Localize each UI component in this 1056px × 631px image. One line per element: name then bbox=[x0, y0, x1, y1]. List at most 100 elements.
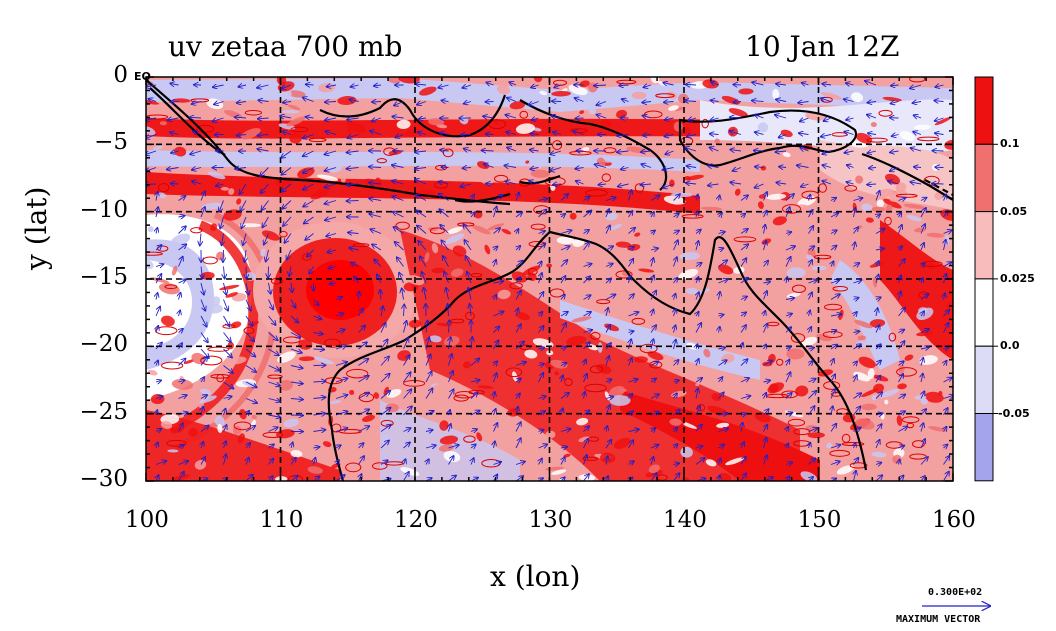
wind-vector bbox=[605, 246, 613, 250]
wind-vector bbox=[416, 84, 427, 85]
wind-vector bbox=[464, 102, 472, 104]
wind-vector bbox=[245, 475, 253, 481]
vorticity-blob bbox=[172, 474, 191, 481]
wind-vector bbox=[493, 462, 502, 465]
colorbar-tick-label: -0.05 bbox=[998, 406, 1030, 420]
colorbar-segment bbox=[974, 278, 994, 347]
wind-vector bbox=[622, 99, 629, 101]
vorticity-blob bbox=[451, 268, 464, 277]
vorticity-blob bbox=[946, 302, 952, 311]
wind-vector bbox=[583, 312, 591, 317]
wind-vector bbox=[403, 355, 410, 366]
wind-vector bbox=[325, 150, 337, 154]
wind-vector bbox=[650, 394, 659, 399]
wind-vector bbox=[853, 331, 860, 332]
wind-vector bbox=[426, 321, 428, 333]
wind-vector bbox=[730, 182, 742, 184]
vorticity-blob bbox=[361, 414, 375, 422]
y-tick-label: −20 bbox=[79, 331, 128, 358]
wind-vector bbox=[281, 167, 292, 175]
wind-vector bbox=[358, 409, 370, 416]
wind-vector bbox=[330, 283, 337, 284]
vorticity-blob bbox=[851, 92, 864, 103]
wind-vector bbox=[471, 444, 476, 448]
wind-vector bbox=[358, 393, 369, 399]
wind-vector bbox=[617, 135, 629, 136]
wind-vector bbox=[538, 444, 548, 448]
vorticity-blob bbox=[605, 212, 618, 221]
vorticity-blob bbox=[405, 128, 420, 137]
wind-vector bbox=[417, 226, 427, 234]
vorticity-blob bbox=[700, 206, 722, 211]
x-tick-label: 130 bbox=[528, 507, 573, 533]
wind-vector bbox=[291, 442, 293, 449]
contour-ring bbox=[701, 118, 709, 129]
wind-vector bbox=[764, 241, 767, 251]
x-tick-label: 150 bbox=[797, 507, 842, 533]
wind-vector bbox=[425, 445, 436, 448]
east-pos-patch bbox=[880, 220, 953, 360]
wind-vector bbox=[347, 168, 359, 169]
vorticity-blob bbox=[624, 85, 634, 90]
wind-vector bbox=[358, 456, 365, 465]
wind-vector bbox=[830, 280, 839, 283]
wind-vector bbox=[764, 192, 767, 201]
wind-vector bbox=[515, 422, 521, 432]
wind-vector bbox=[261, 183, 269, 193]
wind-vector bbox=[335, 411, 347, 416]
vorticity-blob bbox=[283, 418, 299, 428]
wind-vector bbox=[846, 182, 854, 184]
wind-vector bbox=[830, 374, 835, 383]
wind-vector bbox=[347, 134, 359, 138]
wind-vector bbox=[470, 429, 477, 431]
vorticity-blob bbox=[277, 351, 296, 363]
wind-vector bbox=[516, 378, 521, 382]
wind-vector bbox=[538, 326, 544, 333]
wind-vector bbox=[178, 196, 186, 201]
wind-vector bbox=[403, 372, 411, 383]
wind-vector bbox=[583, 210, 592, 218]
wind-vector bbox=[289, 266, 291, 277]
wind-vector bbox=[335, 313, 344, 316]
vorticity-blob bbox=[497, 84, 511, 95]
wind-vector bbox=[830, 294, 840, 300]
wind-vector bbox=[282, 200, 292, 209]
wind-vector bbox=[538, 210, 547, 218]
wind-vector bbox=[374, 85, 382, 86]
wind-vector bbox=[178, 380, 185, 382]
vorticity-blob bbox=[159, 121, 167, 126]
wind-vector bbox=[809, 310, 811, 317]
wind-vector bbox=[238, 85, 247, 87]
vorticity-blob bbox=[861, 203, 873, 212]
wind-vector bbox=[665, 151, 674, 154]
wind-vector bbox=[775, 151, 787, 152]
wind-vector bbox=[493, 340, 499, 350]
vorticity-blob bbox=[347, 128, 352, 134]
contour-ring bbox=[308, 137, 327, 143]
contour-ring bbox=[279, 230, 288, 238]
vorticity-blob bbox=[705, 459, 717, 467]
wind-vector bbox=[464, 240, 472, 251]
wind-vector bbox=[214, 102, 224, 105]
wind-vector bbox=[325, 131, 337, 134]
wind-vector bbox=[606, 308, 608, 317]
wind-vector bbox=[718, 260, 728, 267]
wind-vector bbox=[304, 216, 314, 223]
wind-vector bbox=[313, 447, 320, 448]
wind-vector bbox=[516, 229, 518, 233]
vorticity-blob bbox=[228, 188, 235, 195]
vorticity-blob bbox=[684, 175, 692, 181]
wind-vector bbox=[446, 288, 449, 300]
vorticity-blob bbox=[275, 178, 292, 187]
wind-vector bbox=[201, 282, 204, 295]
vorticity-blob bbox=[934, 191, 943, 200]
wind-vector bbox=[800, 118, 809, 121]
wind-vector bbox=[240, 183, 247, 194]
wind-vector bbox=[629, 276, 631, 284]
contour-ring bbox=[884, 216, 892, 226]
wind-vector bbox=[303, 167, 314, 173]
contour-ring bbox=[371, 462, 388, 470]
wind-vector bbox=[662, 168, 674, 170]
wind-vector bbox=[493, 281, 504, 283]
wind-vector bbox=[786, 360, 789, 366]
